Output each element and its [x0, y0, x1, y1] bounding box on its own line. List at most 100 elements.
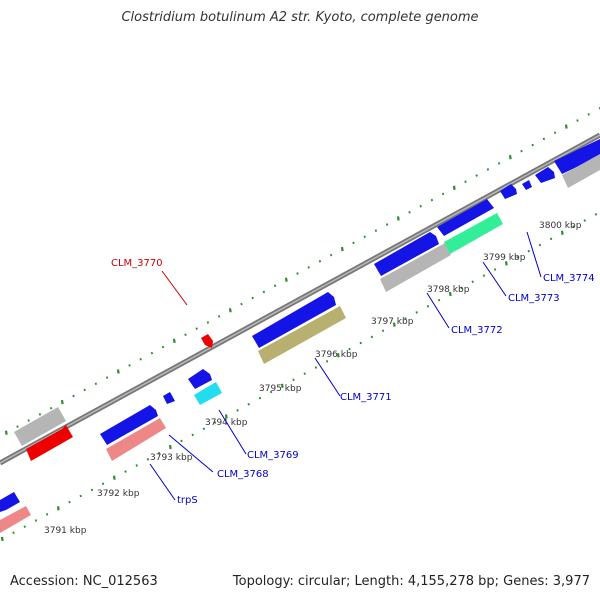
feature-cyan[interactable] [194, 382, 222, 405]
tick-mark [23, 525, 26, 528]
tick-mark [497, 162, 501, 165]
kbp-label: 3798 kbp [427, 285, 470, 295]
feature-cds[interactable] [163, 392, 175, 404]
tick-mark [594, 213, 598, 216]
tick-mark [284, 277, 288, 282]
feature-cds[interactable] [437, 199, 494, 236]
tick-mark [94, 382, 98, 385]
kbp-label: 3800 kbp [539, 221, 582, 231]
kbp-label: 3794 kbp [205, 418, 248, 428]
tick-mark [430, 198, 434, 202]
tick-mark [38, 413, 42, 416]
feature-rrna[interactable] [258, 306, 346, 364]
feature-cds[interactable] [554, 139, 600, 174]
tick-mark [16, 425, 19, 428]
tick-mark [538, 243, 542, 247]
tick-mark [135, 464, 138, 467]
tick-mark [516, 256, 519, 259]
feature-misc[interactable] [380, 243, 451, 292]
tick-mark [520, 149, 523, 153]
tick-mark [217, 315, 221, 318]
gene-label-clm-3774[interactable]: CLM_3774 [543, 273, 595, 284]
tick-mark [576, 119, 579, 122]
tick-mark [292, 378, 295, 381]
map-title: Clostridium botulinum A2 str. Kyoto, com… [121, 10, 479, 25]
tick-mark [385, 223, 389, 226]
tick-mark [460, 286, 463, 290]
tick-mark [172, 338, 176, 344]
gene-label-trps[interactable]: trpS [177, 495, 198, 506]
feature-cds[interactable] [535, 167, 555, 183]
feature-cds[interactable] [374, 232, 439, 276]
tick-mark [464, 180, 467, 183]
features-reverse [0, 154, 600, 533]
gene-label-clm-3768[interactable]: CLM_3768 [217, 469, 269, 480]
tick-mark [475, 174, 478, 177]
feature-cds[interactable] [0, 492, 20, 512]
tick-mark [370, 335, 374, 339]
tick-mark [45, 513, 49, 516]
tick-mark [392, 322, 396, 327]
tick-mark [336, 353, 340, 358]
gene-label-clm-3770[interactable]: CLM_3770 [111, 258, 163, 269]
gene-label-clm-3769[interactable]: CLM_3769 [247, 450, 299, 461]
gene-label-clm-3771[interactable]: CLM_3771 [340, 392, 392, 403]
tick-mark [202, 427, 206, 430]
tick-ring-outer [4, 107, 600, 435]
tick-mark [363, 235, 366, 239]
tick-mark [105, 376, 109, 379]
leader-line [168, 434, 214, 473]
kbp-label: 3793 kbp [150, 453, 193, 463]
tick-mark [572, 225, 575, 228]
tick-mark [448, 291, 452, 297]
tick-mark [508, 155, 512, 160]
tick-mark [49, 406, 53, 410]
gene-label-clm-3773[interactable]: CLM_3773 [508, 293, 560, 304]
tick-mark [90, 488, 94, 492]
tick-mark [56, 506, 60, 511]
tick-mark [236, 409, 239, 412]
kbp-label: 3795 kbp [259, 384, 302, 394]
tick-mark [359, 341, 362, 345]
feature-cds[interactable] [188, 369, 212, 389]
tick-mark [314, 366, 318, 369]
feature-cds-red[interactable] [26, 425, 73, 461]
tick-mark [116, 369, 120, 374]
feature-cds[interactable] [500, 184, 517, 199]
feature-trna[interactable] [0, 506, 31, 533]
feature-misc[interactable] [14, 407, 66, 446]
feature-cds-red[interactable] [201, 334, 213, 348]
tick-mark [139, 357, 142, 361]
tick-mark [452, 185, 456, 190]
tick-mark [0, 536, 4, 542]
tick-mark [157, 451, 161, 455]
tick-mark [504, 261, 508, 266]
feature-cds[interactable] [252, 292, 336, 348]
feature-cds[interactable] [522, 180, 532, 190]
tick-mark [325, 360, 329, 363]
tick-mark [150, 351, 154, 355]
kbp-label: 3792 kbp [97, 489, 140, 499]
tick-mark [112, 475, 116, 480]
leader-line [526, 231, 542, 278]
feature-green[interactable] [444, 213, 503, 254]
kbp-label: 3791 kbp [44, 526, 87, 536]
tick-mark [527, 249, 530, 253]
gene-label-clm-3772[interactable]: CLM_3772 [451, 325, 503, 336]
tick-mark [79, 494, 82, 498]
tick-mark [564, 124, 568, 129]
tick-mark [34, 519, 38, 522]
tick-mark [374, 229, 378, 232]
features-forward [0, 139, 600, 512]
gene-labels: CLM_3770 CLM_3771 CLM_3772 CLM_3773 CLM_… [111, 258, 595, 506]
tick-mark [195, 327, 198, 330]
feature-misc[interactable] [562, 154, 600, 188]
tick-mark [381, 329, 385, 332]
tick-mark [68, 500, 71, 504]
tick-mark [258, 396, 262, 400]
feature-cds[interactable] [100, 405, 158, 445]
tick-mark [531, 143, 534, 147]
label-leaders [149, 231, 542, 501]
tick-mark [280, 383, 284, 389]
feature-trna[interactable] [106, 418, 166, 461]
